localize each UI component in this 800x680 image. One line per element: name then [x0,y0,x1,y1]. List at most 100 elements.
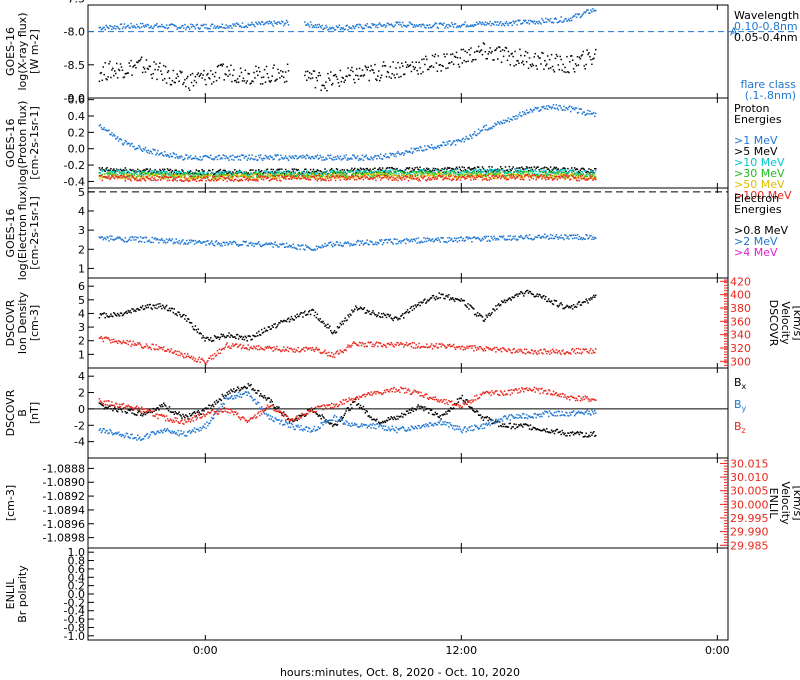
data-point [366,157,369,159]
data-point [393,74,395,76]
data-point [520,115,522,117]
data-point [144,172,147,175]
data-point [270,178,273,181]
data-point [504,239,507,241]
data-point [433,55,436,58]
data-point [143,241,146,244]
data-point [567,167,569,170]
data-point [514,118,516,120]
data-point [307,76,310,79]
data-point [491,173,493,176]
y-tick-label: 1 [78,262,85,275]
data-point [339,179,342,181]
data-point [412,178,415,180]
data-point [521,62,523,64]
data-point [149,173,152,176]
data-point [499,177,502,180]
data-point [238,178,241,181]
data-point [562,176,564,179]
data-point [232,171,234,173]
data-point [425,169,427,172]
data-point [576,173,579,175]
data-point [543,236,545,239]
data-point [211,158,214,160]
data-point [393,174,395,177]
data-point [258,175,260,177]
data-point [185,85,187,88]
data-point [162,25,165,28]
data-point [357,159,360,162]
data-point [260,173,263,176]
data-point [188,239,191,241]
data-point [542,235,544,238]
data-point [429,146,432,149]
data-point [522,22,524,24]
data-point [549,170,552,173]
data-point [182,176,184,179]
data-point [222,26,225,29]
data-point [151,174,153,176]
data-point [444,167,446,169]
data-point [238,169,241,172]
data-point [130,175,132,177]
data-point [265,21,268,24]
data-point [239,170,242,173]
data-point [321,177,323,179]
data-point [576,112,579,114]
data-point [166,172,169,175]
data-point [306,154,309,157]
data-point [522,178,525,181]
data-point [191,172,194,174]
data-point [343,242,345,245]
data-point [124,180,127,182]
data-point [303,170,305,173]
data-point [470,237,472,240]
data-point [410,177,413,180]
data-point [388,171,391,174]
data-point [302,244,304,246]
data-point [162,174,165,176]
data-point [140,26,143,28]
data-point [594,48,597,51]
data-point [580,55,583,57]
data-point [166,153,169,156]
data-point [259,177,262,179]
data-point [402,73,405,76]
data-point [322,84,324,87]
data-point [253,179,255,182]
data-point [474,236,476,238]
data-point [402,21,404,24]
data-point [255,155,257,158]
data-point [325,24,327,27]
data-point [563,20,565,22]
data-point [100,126,103,129]
data-point [98,167,101,169]
data-point [217,176,220,179]
data-point [438,175,441,177]
data-point [579,16,582,19]
data-point [538,169,540,171]
data-point [517,173,519,175]
data-point [112,26,114,28]
data-point [330,176,333,178]
data-point [290,171,293,174]
data-point [263,68,266,71]
data-point [283,176,286,178]
data-point [101,176,104,179]
data-point [138,309,141,311]
data-point [448,140,450,142]
data-point [167,174,170,176]
data-point [365,154,368,157]
data-point [554,177,557,179]
data-point [354,243,356,246]
data-point [133,65,135,67]
data-point [492,177,494,179]
data-point [111,28,113,31]
data-point [446,141,448,143]
data-point [314,24,317,26]
data-point [524,175,527,177]
data-point [234,241,236,243]
data-point [333,29,336,31]
data-point [204,340,206,342]
data-point [261,174,264,177]
